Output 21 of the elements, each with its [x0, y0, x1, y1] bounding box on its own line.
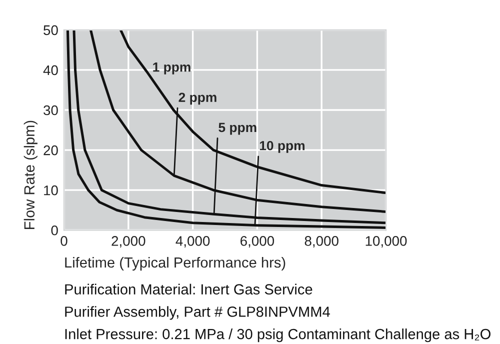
y-axis-title: Flow Rate (slpm) — [24, 120, 38, 229]
x-tick-label: 0 — [60, 236, 68, 246]
annotation: 2 ppm — [178, 92, 216, 105]
y-tick-label: 10 — [44, 185, 58, 196]
text: Inlet Pressure: 0.21 MPa / 30 psig Contaminant Challenge as H₂O — [65, 328, 490, 342]
annotation: 1 ppm — [153, 62, 190, 74]
y-tick-label: 20 — [44, 145, 58, 156]
text: Purification Material: Inert Gas Service — [65, 284, 312, 295]
text: Purifier Assembly, Part # GLP8INPVMM4 — [65, 306, 330, 320]
x-tick-label: 2,000 — [112, 236, 146, 248]
y-tick-label: 50 — [44, 25, 58, 36]
x-axis-title: Lifetime (Typical Performance hrs) — [65, 256, 286, 271]
x-tick-label: 10,000 — [366, 236, 407, 248]
y-tick-label: 0 — [51, 225, 58, 236]
y-tick-label: 40 — [43, 65, 58, 76]
x-tick-label: 6,000 — [240, 236, 274, 248]
annotation: 5 ppm — [218, 122, 256, 135]
x-tick-label: 8,000 — [304, 236, 338, 248]
annotation: 10 ppm — [260, 140, 304, 153]
x-tick-label: 4,000 — [176, 236, 210, 248]
y-tick-label: 30 — [44, 105, 58, 116]
